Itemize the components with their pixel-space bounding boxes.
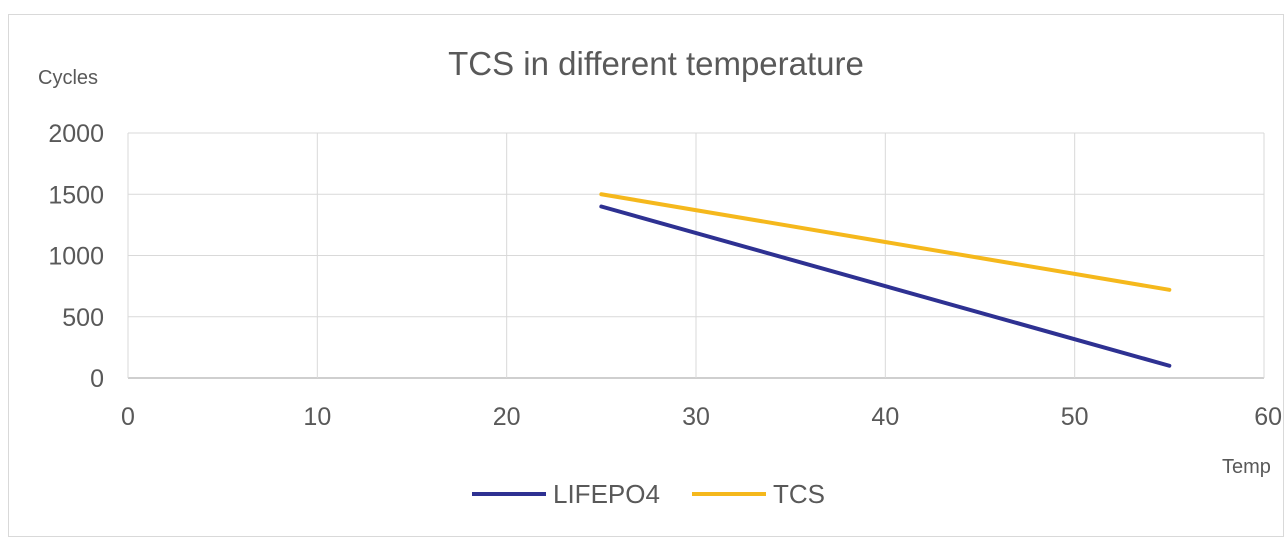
x-tick-label: 10 [303, 403, 331, 431]
series-line-tcs [599, 192, 1172, 292]
chart-frame [8, 14, 1284, 537]
x-axis-title: Temp [1222, 456, 1271, 478]
x-tick-label: 30 [682, 403, 710, 431]
x-tick-label: 50 [1061, 403, 1089, 431]
series-line-lifepo4 [599, 204, 1172, 368]
legend-label-tcs: TCS [773, 479, 825, 509]
x-tick-labels: 0 10 20 30 40 50 60 [121, 403, 1282, 431]
y-axis-title: Cycles [38, 67, 98, 89]
y-tick-label: 2000 [48, 120, 104, 148]
legend-label-lifepo4: LIFEPO4 [553, 479, 660, 509]
gridlines [127, 132, 1265, 379]
y-tick-label: 0 [90, 365, 104, 393]
chart-title: TCS in different temperature [448, 45, 864, 82]
x-tick-label: 60 [1254, 403, 1282, 431]
y-tick-label: 1500 [48, 181, 104, 209]
y-tick-labels: 2000 1500 1000 500 0 [48, 120, 104, 393]
x-tick-label: 20 [493, 403, 521, 431]
x-tick-label: 40 [871, 403, 899, 431]
x-tick-label: 0 [121, 403, 135, 431]
legend: LIFEPO4 TCS [472, 479, 825, 509]
series-lines [599, 192, 1172, 368]
y-tick-label: 500 [62, 304, 104, 332]
y-tick-label: 1000 [48, 243, 104, 271]
